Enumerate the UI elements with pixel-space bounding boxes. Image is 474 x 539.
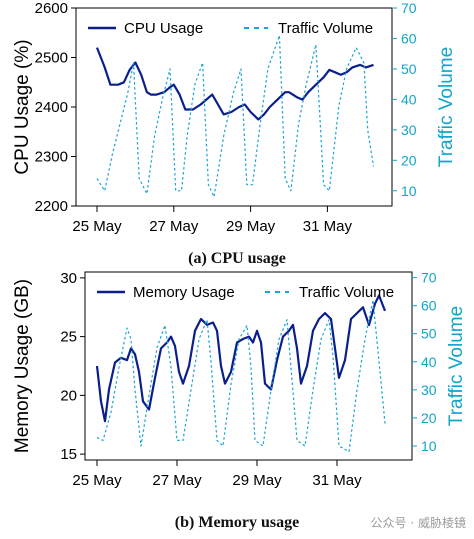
y-axis-label: Memory Usage (GB) xyxy=(12,279,33,453)
y2-tick-label: 40 xyxy=(421,354,437,370)
y-tick-label: 2500 xyxy=(35,50,68,67)
y2-tick-label: 70 xyxy=(401,0,417,16)
y-tick-label: 2400 xyxy=(35,99,68,116)
legend-label-usage: CPU Usage xyxy=(124,20,203,37)
chart-panel-2: 15 20 25 30 10 20 30 40 50 60 70 25 May 27 May 29 May… xyxy=(12,270,467,489)
usage-line xyxy=(95,294,387,423)
watermark: 公众号 · 威胁棱镜 xyxy=(370,516,466,530)
y2-tick-label: 20 xyxy=(421,410,437,426)
legend-label-usage: Memory Usage xyxy=(133,284,235,301)
y2-tick-label: 40 xyxy=(401,91,417,107)
legend-label-traffic: Traffic Volume xyxy=(299,284,394,301)
y-tick-label: 25 xyxy=(60,329,77,346)
y2-tick-label: 60 xyxy=(421,298,437,314)
y2-axis-label: Traffic Volume xyxy=(446,306,467,426)
x-tick-label: 27 May xyxy=(149,218,199,235)
y2-axis-label: Traffic Volume xyxy=(436,47,457,167)
legend-label-traffic: Traffic Volume xyxy=(278,20,373,37)
y2-tick-label: 20 xyxy=(401,152,417,168)
y-tick-label: 2600 xyxy=(35,0,68,17)
plot-frame xyxy=(84,271,413,461)
y2-tick-label: 70 xyxy=(421,270,437,286)
y-tick-label: 30 xyxy=(60,270,77,287)
y2-tick-label: 50 xyxy=(421,326,437,342)
y2-tick-label: 60 xyxy=(401,30,417,46)
caption-cpu: (a) CPU usage xyxy=(188,250,286,267)
x-tick-label: 25 May xyxy=(72,472,122,489)
x-tick-label: 31 May xyxy=(303,218,353,235)
x-tick-label: 31 May xyxy=(312,472,362,489)
y-tick-label: 2200 xyxy=(35,198,68,215)
y2-tick-label: 10 xyxy=(421,438,437,454)
y-tick-label: 2300 xyxy=(35,149,68,166)
traffic-volume-line xyxy=(96,299,386,453)
y-axis-label: CPU Usage (%) xyxy=(12,39,33,174)
y2-tick-label: 30 xyxy=(421,382,437,398)
usage-line xyxy=(95,47,374,121)
y2-tick-label: 30 xyxy=(401,122,417,138)
x-tick-label: 25 May xyxy=(72,218,122,235)
x-tick-label: 29 May xyxy=(232,472,282,489)
y2-tick-label: 10 xyxy=(401,183,417,199)
x-tick-label: 27 May xyxy=(152,472,202,489)
plot-frame xyxy=(75,7,393,207)
x-tick-label: 29 May xyxy=(226,218,276,235)
chart-panel-1: 2200 2300 2400 2500 2600 10 20 30 40 50 60 70 25 May… xyxy=(12,0,457,235)
caption-memory: (b) Memory usage xyxy=(174,514,300,531)
y-tick-label: 15 xyxy=(60,446,77,463)
y2-tick-label: 50 xyxy=(401,61,417,77)
y-tick-label: 20 xyxy=(60,387,77,404)
traffic-volume-line xyxy=(96,34,375,198)
